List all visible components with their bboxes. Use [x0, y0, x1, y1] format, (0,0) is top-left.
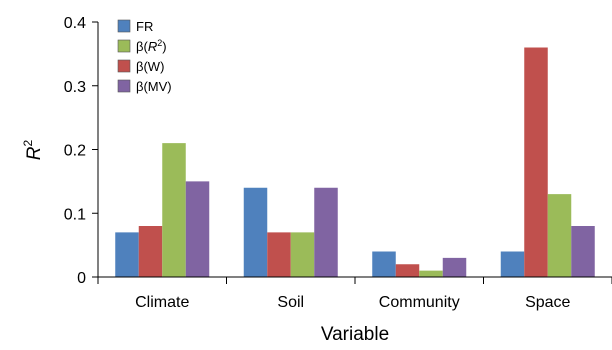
bar-community-series-3 [442, 257, 467, 277]
y-ticks-group: 0 0.1 0.2 0.3 0.4 [64, 15, 98, 287]
bar-soil-series-0 [243, 187, 268, 277]
legend: FR β(R2) β(W) β(MV) [117, 19, 172, 94]
x-ticks-group: Climate Soil Community Space [97, 277, 612, 311]
y-tick-label-2: 0.2 [64, 143, 86, 160]
y-tick-label-1: 0.1 [64, 206, 86, 223]
x-tick-label-space: Space [525, 294, 570, 311]
bar-soil-series-1 [290, 232, 315, 277]
bar-space-series-1 [547, 194, 572, 277]
y-axis-title-base: R [24, 146, 45, 160]
y-axis-title: R2 [21, 139, 45, 160]
y-tick-label-3: 0.3 [64, 79, 86, 96]
y-axis-title-superscript: 2 [21, 139, 35, 146]
legend-swatch-0 [117, 19, 131, 33]
bar-space-series-3 [571, 226, 595, 277]
legend-swatch-1 [117, 39, 131, 53]
bar-space-series-2 [524, 47, 548, 277]
legend-label-0: FR [136, 19, 153, 34]
bar-soil-series-3 [314, 187, 338, 277]
legend-swatch-2 [117, 59, 131, 73]
x-tick-label-soil: Soil [277, 294, 304, 311]
bar-climate-series-0 [115, 232, 139, 277]
bar-climate-series-1 [162, 143, 186, 277]
bar-community-series-1 [419, 270, 443, 277]
x-tick-label-climate: Climate [135, 294, 189, 311]
bar-community-series-0 [372, 251, 396, 277]
bar-climate-series-3 [185, 181, 210, 277]
bar-space-series-0 [500, 251, 525, 277]
bar-community-series-2 [395, 264, 420, 277]
y-tick-label-0: 0 [77, 270, 86, 287]
bar-soil-series-2 [267, 232, 291, 277]
y-tick-label-4: 0.4 [64, 15, 86, 32]
legend-label-3: β(MV) [136, 79, 172, 94]
legend-label-1: β(R2) [136, 38, 167, 54]
x-tick-label-community: Community [379, 294, 460, 311]
x-axis-title: Variable [321, 324, 389, 345]
legend-label-2: β(W) [136, 59, 164, 74]
bar-climate-series-2 [138, 226, 163, 277]
bars-group [115, 47, 595, 277]
legend-swatch-3 [117, 79, 131, 93]
